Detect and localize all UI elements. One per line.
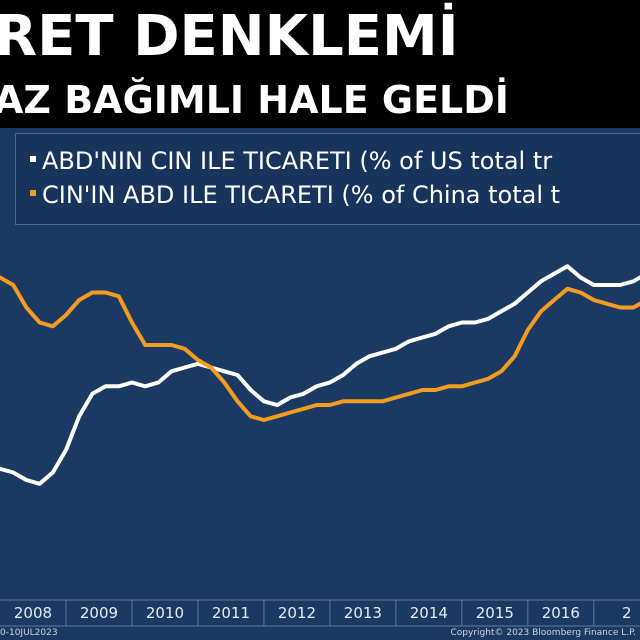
x-tick-label: 2015 <box>476 604 514 622</box>
headline-title: RET DENKLEMİ <box>0 4 459 69</box>
x-axis-band <box>0 600 640 626</box>
x-tick-label: 2013 <box>344 604 382 622</box>
x-tick-label: 2012 <box>278 604 316 622</box>
series-line-us <box>0 264 640 486</box>
headline-subtitle: AZ BAĞIMLI HALE GELDİ <box>0 78 509 122</box>
x-tick-label: 2016 <box>542 604 580 622</box>
x-tick-label: 2014 <box>410 604 448 622</box>
footer-copyright: Copyright© 2023 Bloomberg Finance L.P. <box>450 628 636 638</box>
legend-swatch-us <box>30 156 36 162</box>
legend-item-china: CIN'IN ABD ILE TICARETI (% of China tota… <box>30 180 560 210</box>
x-tick-label: 2011 <box>212 604 250 622</box>
legend-swatch-china <box>30 190 36 196</box>
footer-date-range: 0-10JUL2023 <box>0 628 58 638</box>
x-tick-label: 2 <box>622 604 632 622</box>
headline-banner: RET DENKLEMİ AZ BAĞIMLI HALE GELDİ <box>0 0 640 128</box>
legend-label-china: CIN'IN ABD ILE TICARETI (% of China tota… <box>42 181 561 209</box>
series-line-china <box>0 275 640 422</box>
legend-label-us: ABD'NIN CIN ILE TICARETI (% of US total … <box>42 147 553 175</box>
x-tick-label: 2009 <box>80 604 118 622</box>
legend: ABD'NIN CIN ILE TICARETI (% of US total … <box>15 133 640 225</box>
x-tick-label: 2010 <box>146 604 184 622</box>
x-tick-label: 2008 <box>14 604 52 622</box>
legend-item-us: ABD'NIN CIN ILE TICARETI (% of US total … <box>30 146 552 176</box>
